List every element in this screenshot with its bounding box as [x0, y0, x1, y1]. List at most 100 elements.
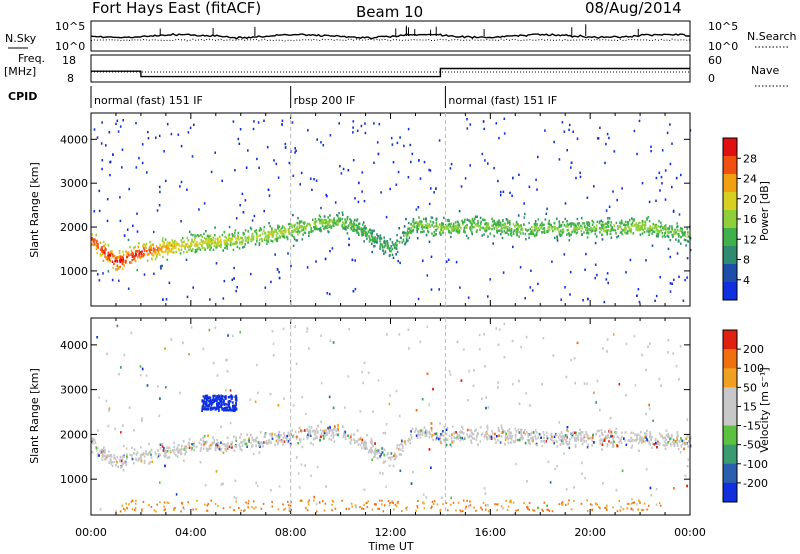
range-tick-label: 1000: [60, 265, 88, 278]
data-cell: [560, 224, 563, 227]
data-cell: [527, 435, 530, 438]
data-cell: [138, 242, 140, 245]
data-cell: [319, 229, 321, 232]
data-cell: [97, 429, 99, 432]
data-cell: [466, 223, 468, 227]
data-cell: [410, 231, 412, 235]
data-cell: [332, 436, 335, 439]
freq-series: [91, 67, 690, 78]
data-cell: [556, 445, 559, 448]
data-cell: [359, 443, 362, 447]
data-cell: [657, 235, 660, 238]
data-cell: [538, 433, 541, 436]
data-cell: [369, 238, 372, 242]
data-cell: [362, 233, 365, 236]
data-cell: [241, 241, 244, 244]
data-cell: [100, 248, 103, 251]
data-cell: [476, 434, 478, 437]
data-cell: [223, 239, 226, 242]
data-cell: [605, 222, 607, 225]
data-cell: [415, 427, 417, 430]
data-cell: [348, 436, 351, 440]
data-cell: [306, 223, 309, 226]
data-cell: [242, 239, 244, 242]
data-cell: [428, 431, 430, 434]
data-cell: [506, 231, 508, 234]
data-cell: [256, 240, 258, 243]
data-cell: [95, 247, 98, 251]
data-cell: [291, 223, 293, 226]
data-cell: [512, 176, 514, 180]
data-cell: [475, 230, 478, 234]
data-cell: [159, 443, 162, 446]
data-cell: [467, 237, 470, 240]
data-cell: [300, 226, 302, 229]
data-cell: [155, 136, 157, 139]
data-cell: [499, 328, 501, 331]
data-cell: [563, 224, 566, 227]
data-cell: [407, 221, 410, 225]
data-cell: [241, 444, 244, 447]
data-cell: [234, 235, 236, 238]
data-cell: [453, 229, 456, 232]
data-cell: [402, 239, 405, 243]
data-cell: [233, 449, 236, 452]
data-cell: [403, 144, 405, 148]
data-cell: [281, 119, 284, 122]
data-cell: [686, 484, 688, 488]
data-cell: [500, 229, 502, 232]
data-cell: [383, 245, 386, 248]
data-cell: [231, 278, 234, 281]
data-cell: [262, 441, 265, 444]
data-cell: [382, 249, 384, 252]
data-cell: [685, 437, 687, 440]
data-cell: [535, 178, 537, 181]
data-cell: [426, 224, 428, 227]
data-cell: [329, 214, 331, 217]
data-cell: [493, 219, 495, 222]
data-cell: [553, 236, 556, 240]
data-cell: [118, 249, 121, 253]
data-cell: [351, 225, 353, 229]
data-cell: [412, 220, 414, 223]
data-cell: [347, 375, 350, 378]
data-cell: [391, 248, 393, 251]
data-cell: [644, 432, 646, 435]
data-cell: [396, 239, 398, 242]
data-cell: [585, 431, 587, 434]
data-cell: [202, 447, 205, 450]
data-cell: [510, 438, 513, 441]
data-cell: [269, 393, 272, 396]
data-cell: [294, 151, 296, 154]
data-cell: [547, 226, 549, 229]
data-cell: [173, 441, 175, 444]
data-cell: [524, 212, 526, 216]
data-cell: [210, 444, 212, 447]
data-cell: [270, 239, 272, 242]
data-cell: [547, 230, 549, 233]
data-cell: [269, 440, 271, 443]
data-cell: [147, 137, 150, 140]
data-cell: [450, 162, 453, 166]
data-cell: [232, 334, 234, 338]
data-cell: [267, 441, 270, 445]
data-cell: [158, 134, 161, 138]
data-cell: [264, 235, 267, 238]
data-cell: [242, 231, 245, 235]
data-cell: [224, 240, 227, 243]
data-cell: [323, 226, 326, 229]
data-cell: [304, 221, 306, 224]
data-cell: [563, 253, 566, 256]
data-cell: [372, 445, 374, 448]
data-cell: [323, 431, 326, 435]
data-cell: [683, 231, 685, 235]
data-cell: [232, 242, 234, 246]
data-cell: [671, 227, 673, 230]
data-cell: [429, 224, 431, 227]
data-cell: [572, 130, 574, 133]
data-cell: [601, 226, 604, 230]
data-cell: [264, 231, 267, 235]
data-cell: [636, 503, 638, 506]
station-title: Fort Hays East (fitACF): [92, 0, 261, 17]
data-cell: [200, 240, 203, 244]
